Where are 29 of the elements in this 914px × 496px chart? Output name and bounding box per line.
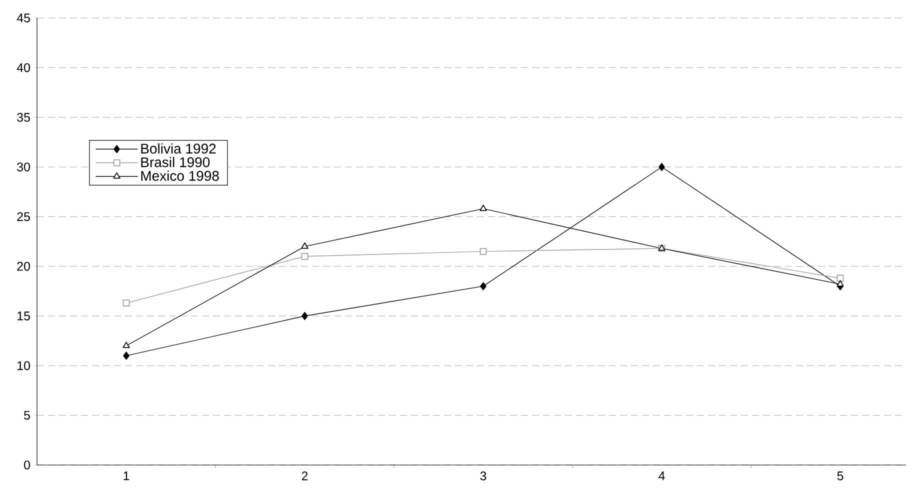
y-tick-label: 0 [24,460,30,470]
y-tick-label: 30 [17,162,30,172]
y-tick-label: 10 [18,361,30,370]
point [302,312,308,320]
y-tick-label: 20 [17,262,30,271]
x-tick-label: 5 [837,472,844,480]
y-tick-label: 35 [17,112,30,122]
point [658,162,665,172]
point [480,282,486,290]
point [122,300,130,307]
y-tick-label: 15 [18,312,30,320]
x-tick-label: 3 [480,472,486,480]
legend-label: Brasil 1990 [141,156,210,168]
point [480,248,487,255]
point [301,242,308,249]
y-tick-label: 25 [17,212,30,222]
x-tick-label: 4 [658,472,665,480]
x-tick-label: 1 [124,472,130,480]
point [836,280,844,286]
y-tick-label: 45 [16,14,30,22]
y-tick-label: 5 [24,410,30,420]
point [480,204,487,211]
point [122,342,130,348]
point [301,252,308,260]
x-tick-label: 2 [302,472,308,480]
point [123,352,130,360]
y-tick-label: 40 [16,63,30,72]
legend-label: Mexico 1998 [141,170,219,181]
legend-label: Bolivia 1992 [141,143,216,154]
